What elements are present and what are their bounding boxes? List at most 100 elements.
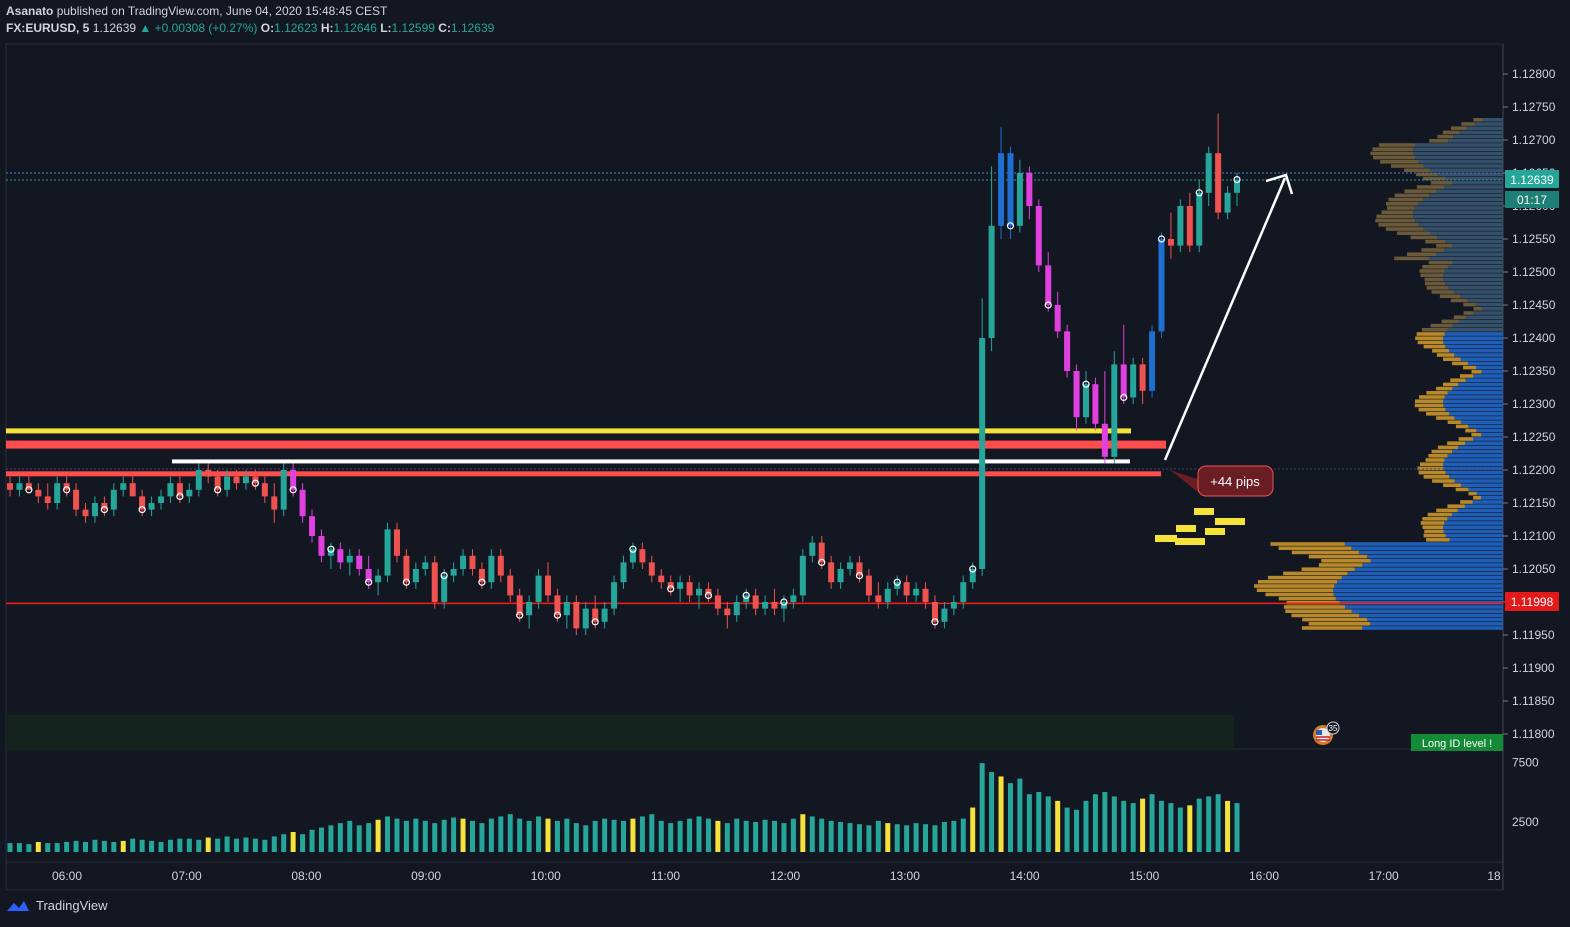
tradingview-footer[interactable]: TradingView (6, 898, 108, 913)
profile-bar (1459, 130, 1503, 135)
profile-bar-overlay (1375, 218, 1416, 223)
profile-bar (1337, 580, 1503, 584)
signal-circle (855, 571, 864, 580)
profile-bar-overlay (1417, 340, 1444, 345)
volume-bar (111, 842, 117, 852)
profile-bar (1461, 483, 1503, 487)
profile-bar-overlay (1372, 147, 1414, 151)
profile-bar (1444, 185, 1503, 189)
candle-body (1130, 364, 1137, 398)
profile-bar-overlay (1387, 206, 1415, 210)
volume-bar (951, 820, 957, 852)
volume-bar (1206, 796, 1212, 852)
volume-bar (705, 818, 711, 852)
time-tick-label: 09:00 (411, 869, 441, 883)
candle-body (129, 483, 136, 497)
candle-body (979, 338, 986, 569)
candle-body (1007, 153, 1014, 226)
volume-bar (234, 838, 240, 852)
candle-body (931, 602, 938, 622)
profile-bar-overlay (1321, 559, 1371, 563)
profile-bar (1476, 428, 1503, 433)
profile-bar-overlay (1422, 525, 1444, 529)
profile-bar (1454, 479, 1503, 483)
volume-bar (687, 818, 693, 852)
signal-circle (591, 618, 599, 626)
volume-bar (875, 820, 881, 852)
profile-bar-overlay (1394, 193, 1430, 198)
volume-bar (526, 820, 532, 852)
volume-bar (1092, 794, 1098, 852)
profile-bar (1443, 466, 1503, 471)
time-tick-label: 16:00 (1249, 869, 1279, 883)
profile-bar (1445, 470, 1503, 475)
profile-bar (1475, 365, 1503, 370)
signal-circle (1233, 176, 1241, 184)
profile-bar-overlay (1437, 445, 1459, 450)
profile-bar (1466, 126, 1503, 130)
us-flag-icon[interactable]: 35 (1313, 721, 1340, 745)
profile-bar-overlay (1416, 332, 1445, 336)
profile-bar-overlay (1447, 504, 1465, 508)
volume-bar (894, 824, 900, 852)
profile-bar-overlay (1380, 160, 1419, 164)
candle-body (592, 608, 599, 622)
symbol-label[interactable]: FX:EURUSD, 5 (6, 21, 90, 35)
profile-bar (1454, 353, 1503, 357)
profile-bar-overlay (1308, 622, 1371, 626)
profile-bar-overlay (1426, 538, 1450, 542)
profile-bar (1447, 328, 1503, 332)
volume-bar (205, 837, 211, 852)
candle-body (403, 555, 410, 583)
profile-bar-overlay (1385, 202, 1419, 206)
profile-bar-overlay (1396, 231, 1430, 235)
candle-body (478, 569, 485, 583)
profile-bar-overlay (1450, 378, 1466, 382)
volume-bar (120, 840, 126, 852)
profile-bar-overlay (1431, 290, 1454, 294)
price-change: ▲ +0.00308 (+0.27%) (139, 21, 258, 35)
volume-bar (536, 816, 542, 852)
profile-bar-overlay (1257, 580, 1338, 584)
volume-bar (847, 823, 853, 852)
volume-bar (866, 825, 872, 852)
time-tick-label: 14:00 (1010, 869, 1040, 883)
author-name[interactable]: Asanato (6, 4, 54, 18)
volume-bar (1102, 792, 1108, 852)
profile-bar-overlay (1442, 382, 1459, 387)
volume-bar (649, 814, 655, 852)
profile-bar-overlay (1423, 533, 1446, 538)
profile-bar-overlay (1436, 416, 1455, 420)
profile-bar (1449, 412, 1503, 416)
candle-body (762, 602, 769, 609)
candle-body (176, 483, 183, 497)
profile-bar (1445, 533, 1503, 538)
candle-body (54, 483, 61, 503)
high-value: 1.12646 (333, 21, 377, 35)
candle-body (365, 569, 372, 583)
signal-circle (818, 558, 826, 567)
signal-circle (402, 578, 411, 586)
candle-body (35, 489, 42, 497)
profile-bar (1429, 193, 1503, 198)
profile-bar (1447, 517, 1503, 521)
profile-bar-overlay (1278, 596, 1336, 601)
price-tick-label: 1.12200 (1512, 463, 1556, 477)
candle-body (139, 496, 146, 510)
volume-bar (196, 839, 202, 852)
signal-circle (780, 598, 788, 606)
profile-bar (1423, 164, 1503, 168)
yellow-blocks (1155, 508, 1245, 545)
signal-circle (629, 545, 637, 553)
volume-bar (970, 807, 976, 852)
time-axis: 06:00 07:00 08:00 09:00 10:00 11:00 12:00 13:00… (52, 869, 1501, 883)
profile-bar (1452, 323, 1503, 328)
volume-bar (460, 818, 466, 852)
profile-bar (1443, 529, 1503, 534)
profile-bar-overlay (1437, 134, 1454, 139)
profile-bar-overlay (1394, 256, 1429, 261)
volume-bar (83, 842, 89, 852)
profile-bar (1453, 290, 1503, 294)
profile-bar-overlay (1270, 542, 1345, 546)
